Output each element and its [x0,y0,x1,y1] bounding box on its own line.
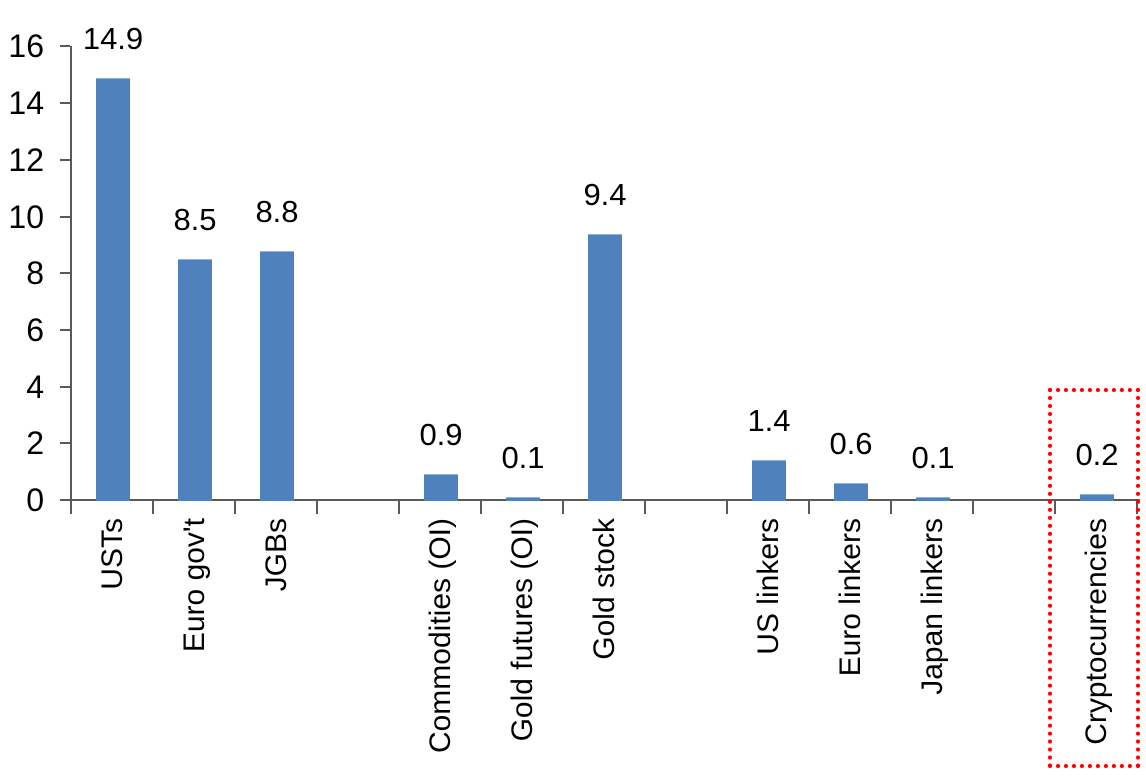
category-label: Euro gov't [178,518,211,653]
x-axis-tick [562,501,564,514]
bar-value-label: 8.8 [255,194,299,229]
y-axis-tick [60,45,70,47]
y-axis-tick-label: 10 [8,199,44,235]
y-axis-tick-label: 4 [26,369,44,405]
y-axis-tick [60,499,70,501]
y-axis-tick [60,329,70,331]
y-axis-tick [60,386,70,388]
y-axis-tick-label: 6 [26,312,44,348]
x-axis-tick [398,501,400,514]
bar-value-label: 0.2 [1075,437,1119,472]
bar [260,251,294,501]
bar [752,460,786,501]
y-axis-tick [60,442,70,444]
y-axis-tick [60,102,70,104]
x-axis-tick [972,501,974,514]
y-axis-tick-label: 2 [26,425,44,461]
x-axis-tick [808,501,810,514]
y-axis-tick-label: 0 [26,482,44,518]
bar [1080,494,1114,501]
bar [588,234,622,501]
x-axis-tick [644,501,646,514]
bar-value-label: 0.1 [911,440,955,475]
x-axis-tick [890,501,892,514]
category-label: Commodities (OI) [424,518,457,754]
bar-value-label: 8.5 [173,202,217,237]
bar [916,497,950,501]
highlight-box [1048,388,1140,768]
x-axis-tick [316,501,318,514]
y-axis-tick [60,216,70,218]
x-axis-tick [152,501,154,514]
category-label: Euro linkers [834,518,867,677]
y-axis-tick [60,159,70,161]
y-axis-tick-label: 12 [8,142,44,178]
category-label: US linkers [752,518,785,655]
category-label: USTs [96,518,129,590]
bar-value-label: 14.9 [82,21,144,56]
y-axis-tick-label: 8 [26,255,44,291]
bar [178,259,212,501]
x-axis-tick [70,501,72,514]
x-axis-tick [480,501,482,514]
bar-value-label: 9.4 [583,177,627,212]
x-axis-tick [726,501,728,514]
x-axis-tick [1054,501,1056,514]
category-label: Gold futures (OI) [506,518,539,742]
bar [96,78,130,501]
y-axis-tick [60,272,70,274]
y-axis-tick-label: 16 [8,28,44,64]
category-label: Gold stock [588,518,621,660]
x-axis-tick [234,501,236,514]
bar-value-label: 1.4 [747,403,791,438]
bar-value-label: 0.9 [419,417,463,452]
bar [506,497,540,501]
bar [424,474,458,501]
bar [834,483,868,501]
bar-value-label: 0.1 [501,440,545,475]
y-axis-line [70,46,72,502]
category-label: JGBs [260,518,293,592]
category-label: Japan linkers [916,518,949,695]
y-axis-tick-label: 14 [8,85,44,121]
bar-value-label: 0.6 [829,426,873,461]
